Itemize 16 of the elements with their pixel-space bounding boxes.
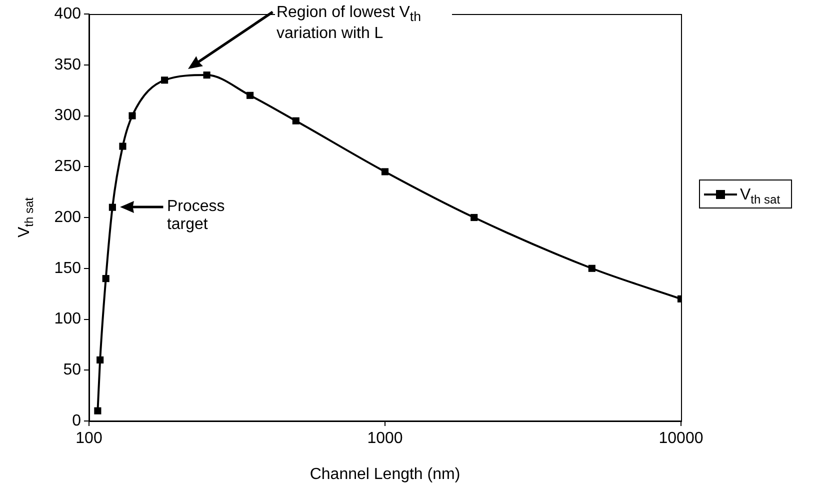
y-tick-label: 400	[54, 5, 82, 22]
y-tick-label: 150	[54, 260, 82, 277]
y-tick-label: 0	[72, 412, 82, 430]
y-tick-label: 300	[54, 107, 82, 124]
x-tick-label: 10000	[658, 430, 704, 448]
x-tick-label: 1000	[367, 430, 403, 448]
y-tick-label: 200	[54, 208, 82, 226]
y-tick-label: 100	[54, 310, 82, 328]
text: Region of lowest V$_{th}$ variation with L	[276, 4, 421, 42]
y-tick-label: 50	[63, 362, 82, 379]
y-tick-label: 350	[54, 56, 82, 74]
x-tick-label: 100	[76, 430, 102, 448]
annotation: Process target	[166, 198, 248, 234]
y-axis-title: Vth sat	[16, 196, 36, 238]
x-axis-title: Channel Length (nm)	[310, 466, 460, 483]
y-tick-label: 250	[54, 158, 82, 176]
